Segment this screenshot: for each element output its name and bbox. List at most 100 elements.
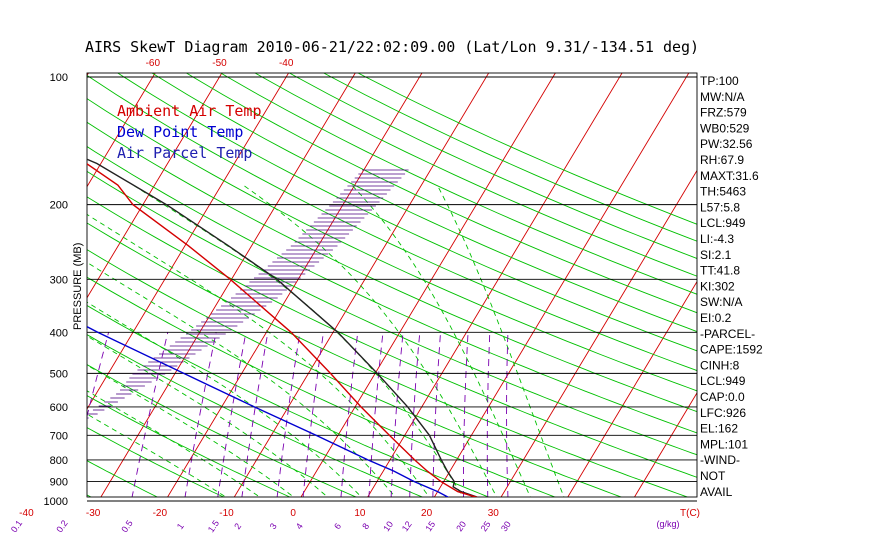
bottom-temp-tick-label: -30 [86, 508, 101, 519]
isotherm-line [100, 73, 356, 497]
index-line: MAXT:31.6 [700, 169, 759, 183]
pressure-tick-label: 300 [50, 274, 68, 286]
moist-adiabat-line [243, 184, 498, 497]
isotherm-line [167, 73, 423, 497]
index-line: FRZ:579 [700, 106, 747, 120]
y-axis-label: PRESSURE (MB) [72, 243, 84, 330]
top-temp-tick-label: -50 [212, 58, 227, 69]
index-line: LFC:926 [700, 406, 746, 420]
pressure-tick-label: 600 [50, 402, 68, 414]
index-line: EI:0.2 [700, 311, 732, 325]
index-line: EL:162 [700, 422, 738, 436]
isotherm-line [87, 73, 290, 410]
index-line: LI:-4.3 [700, 232, 734, 246]
legend-item: Ambient Air Temp [117, 102, 262, 120]
index-line: -PARCEL- [700, 327, 755, 341]
index-line: SI:2.1 [700, 248, 732, 262]
dry-adiabat-line [87, 276, 557, 497]
isotherm-line [567, 280, 697, 497]
plot-frame [86, 72, 698, 498]
dry-adiabat-line [87, 146, 697, 434]
mixing-ratio-line [87, 332, 110, 419]
moist-adiabat-line [87, 390, 261, 497]
index-line: L57:5.8 [700, 200, 740, 214]
index-line: KI:302 [700, 279, 735, 293]
mixing-ratio-line [409, 332, 421, 497]
index-line: MPL:101 [700, 437, 748, 451]
mixing-ratio-tick-label: 0.5 [119, 518, 134, 534]
mixing-ratio-tick-label: 1 [175, 521, 186, 531]
bottom-temp-tick-label: 30 [488, 508, 500, 519]
pressure-tick-label: 1000 [44, 496, 68, 508]
index-line: CINH:8 [700, 358, 740, 372]
dry-adiabat-line [87, 170, 697, 456]
mixing-ratio-tick-label: 1.5 [206, 518, 221, 534]
dry-adiabat-line [0, 58, 48, 510]
bottom-temp-tick-label: -40 [19, 508, 34, 519]
index-line: -WIND- [700, 453, 740, 467]
pressure-tick-label: 700 [50, 430, 68, 442]
moist-adiabat-line [436, 184, 565, 497]
legend: Ambient Air Temp Dew Point Temp Air Parcel… [117, 102, 262, 162]
dry-adiabat-line [219, 73, 697, 295]
index-line: NOT [700, 469, 726, 483]
index-line: TT:41.8 [700, 264, 740, 278]
dry-adiabat-line [87, 222, 689, 497]
mixing-ratio-tick-label: 0.1 [9, 518, 24, 534]
top-temp-tick-label: -60 [146, 58, 161, 69]
dewpoint-line [87, 325, 450, 497]
isotherm-line [633, 391, 697, 497]
pressure-tick-label: 100 [50, 72, 68, 84]
mixing-ratio-line [131, 332, 169, 497]
mixing-ratio-tick-label: 8 [360, 521, 371, 531]
pressure-tick-label: 800 [50, 455, 68, 467]
mixing-ratio-unit-label: (g/kg) [656, 519, 679, 529]
mixing-ratio-tick-label: 3 [268, 521, 279, 531]
bottom-temp-tick-label: 20 [421, 508, 433, 519]
mixing-ratio-line [276, 332, 301, 497]
mixing-ratio-tick-label: 4 [294, 521, 305, 531]
dry-adiabat-line [322, 73, 697, 242]
isotherm-line [87, 73, 156, 188]
dry-adiabat-line [87, 74, 697, 372]
top-temp-tick-label: -40 [279, 58, 294, 69]
isotherm-line [433, 73, 690, 497]
mixing-ratio-line [432, 332, 442, 497]
series-layer [87, 158, 480, 497]
moist-adiabat-line [87, 335, 329, 497]
index-line: AVAIL [700, 485, 733, 499]
legend-item: Air Parcel Temp [117, 144, 252, 162]
mixing-ratio-tick-label: 30 [499, 519, 513, 533]
dry-adiabat-line [87, 249, 623, 497]
mixing-ratio-line [302, 332, 324, 497]
temperature-line [87, 163, 478, 497]
isotherm-line [300, 73, 556, 497]
index-line: RH:67.9 [700, 153, 744, 167]
dry-adiabat-line [151, 73, 697, 333]
legend-item: Dew Point Temp [117, 123, 243, 141]
bottom-temp-tick-label: -10 [219, 508, 234, 519]
pressure-tick-label: 400 [50, 327, 68, 339]
mixing-ratio-tick-label: 12 [400, 519, 414, 533]
moist-adiabat-line [351, 184, 531, 497]
chart-title: AIRS SkewT Diagram 2010-06-21/22:02:09.0… [85, 38, 699, 56]
dry-adiabat-line [357, 73, 697, 225]
mixing-ratio-tick-label: 15 [423, 519, 437, 533]
dry-adiabat-line [185, 73, 697, 314]
isotherm-line [367, 73, 623, 497]
mixing-ratio-line [390, 332, 404, 497]
index-line: CAPE:1592 [700, 343, 763, 357]
moist-adiabat-line [87, 364, 295, 497]
parcel-temp-line [87, 158, 480, 497]
pressure-tick-label: 200 [50, 200, 68, 212]
dry-adiabat-line [116, 73, 697, 352]
mixing-ratio-line [217, 332, 247, 497]
mixing-ratio-tick-label: 0.2 [54, 518, 69, 534]
mixing-ratio-line [184, 332, 217, 497]
dry-adiabat-line [87, 427, 225, 497]
moist-adiabat-line [87, 301, 363, 497]
mixing-ratio-tick-label: 10 [381, 519, 395, 533]
mixing-ratio-tick-label: 20 [454, 519, 468, 533]
bottom-temp-tick-label: -20 [153, 508, 168, 519]
